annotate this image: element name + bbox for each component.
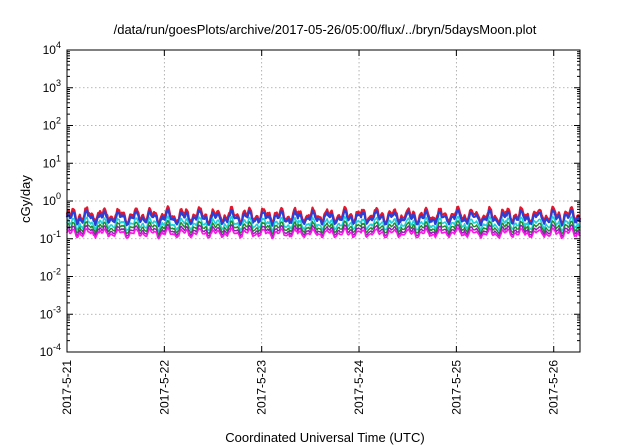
x-tick-label: 2017-5-21 [60,360,74,415]
series-layer [65,205,582,240]
x-tick-label: 2017-5-26 [547,360,561,415]
x-tick-label: 2017-5-24 [352,360,366,415]
y-tick-label: 10-1 [40,229,61,246]
y-axis-label: cGy/day [18,175,33,223]
grid-layer [67,50,580,352]
y-tick-label: 101 [43,153,61,170]
plot-frame [66,49,581,353]
y-tick-label: 10-4 [40,342,61,359]
x-tick-label: 2017-5-25 [449,360,463,415]
y-tick-label: 100 [43,191,61,208]
y-tick-label: 104 [43,40,61,57]
series-line-2 [66,215,581,233]
series-line-1 [65,208,582,228]
chart-title: /data/run/goesPlots/archive/2017-05-26/0… [114,22,537,37]
series-line-3 [66,219,581,235]
series-line-5 [66,227,581,240]
y-tick-label: 10-3 [40,304,61,321]
x-tick-label: 2017-5-23 [255,360,269,415]
x-axis-label: Coordinated Universal Time (UTC) [225,430,424,445]
axes-layer [66,49,581,353]
y-tick-label: 103 [43,78,61,95]
x-tick-label: 2017-5-22 [157,360,171,415]
y-tick-label: 10-2 [40,267,61,284]
y-tick-labels: 10-4 10-3 10-2 10-1 100 101 102 103 104 [40,40,61,359]
y-tick-label: 102 [43,116,61,133]
x-tick-labels: 2017-5-21 2017-5-22 2017-5-23 2017-5-24 2017… [60,360,561,415]
